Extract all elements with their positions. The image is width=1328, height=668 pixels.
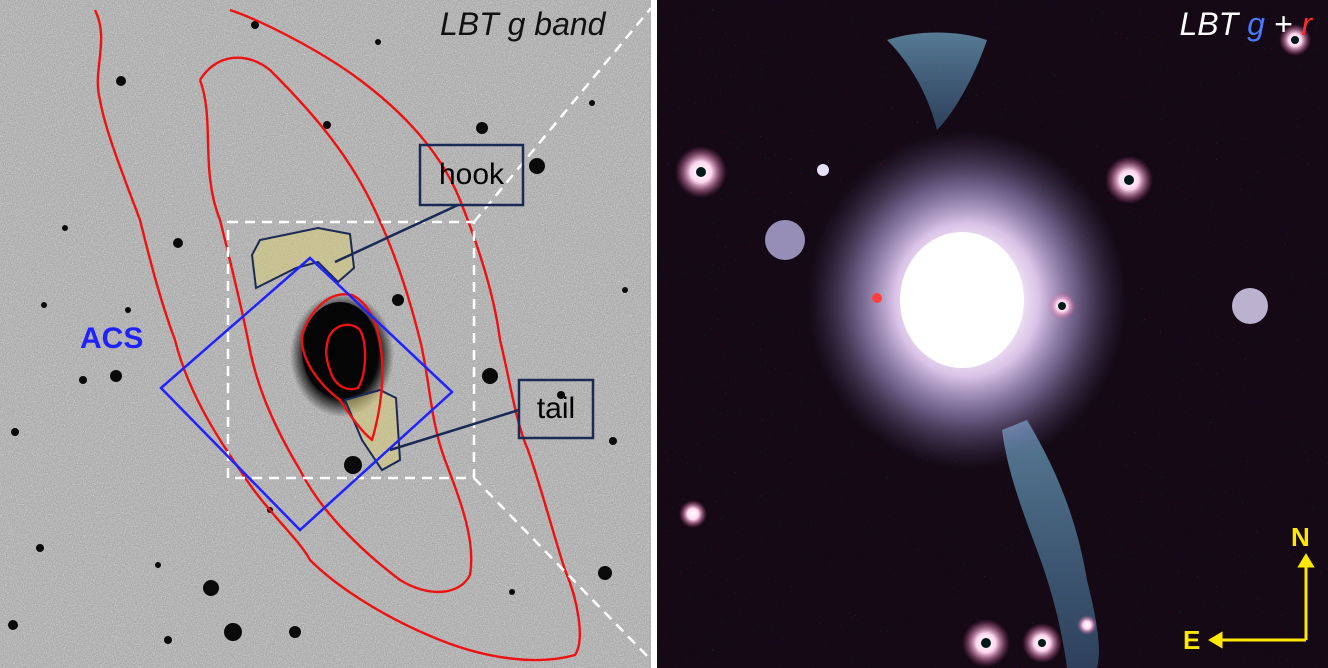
left-image-svg [0, 0, 651, 668]
zoom-line-top [473, 7, 651, 223]
title-r-band: r [1301, 6, 1312, 42]
title-plus: + [1273, 6, 1293, 42]
acs-footprint [159, 256, 454, 532]
right-image-svg [657, 0, 1328, 668]
hook-box [418, 143, 525, 207]
title-g-band: g [1247, 6, 1265, 42]
acs-label: ACS [80, 322, 144, 355]
zoom-box [226, 220, 476, 480]
hook-label: hook [438, 158, 505, 191]
north-stream [887, 32, 987, 130]
north-arrowhead [1297, 553, 1315, 568]
compass-arrows [1208, 553, 1315, 649]
zoom-line-bottom [473, 477, 651, 661]
galaxy-bright-core [900, 232, 1024, 368]
bright-stars [675, 24, 1311, 667]
label-boxes [334, 143, 595, 452]
left-panel-title: LBT g band [440, 6, 606, 42]
title-lbt: LBT [1179, 6, 1239, 42]
south-stream [1002, 420, 1099, 668]
outer-contour [93, 8, 581, 662]
hook-leader [334, 203, 459, 264]
tail-region [343, 388, 402, 472]
middle-contour [198, 56, 473, 593]
galaxy-core-inner [302, 302, 378, 398]
core-contour [325, 323, 367, 391]
east-arrowhead [1208, 631, 1223, 649]
tail-box [517, 378, 595, 440]
hook-region [250, 226, 356, 290]
tail-label: tail [536, 392, 576, 425]
east-label: E [1183, 625, 1201, 655]
star-field [8, 21, 628, 644]
right-panel-title: LBT g + r [1180, 6, 1313, 43]
zoom-box-group [226, 7, 651, 661]
right-image-panel: LBT g + r N E [657, 0, 1328, 668]
tail-leader [389, 408, 520, 452]
left-image-panel: LBT g band hook tail ACS [0, 0, 651, 668]
north-label: N [1291, 522, 1310, 552]
